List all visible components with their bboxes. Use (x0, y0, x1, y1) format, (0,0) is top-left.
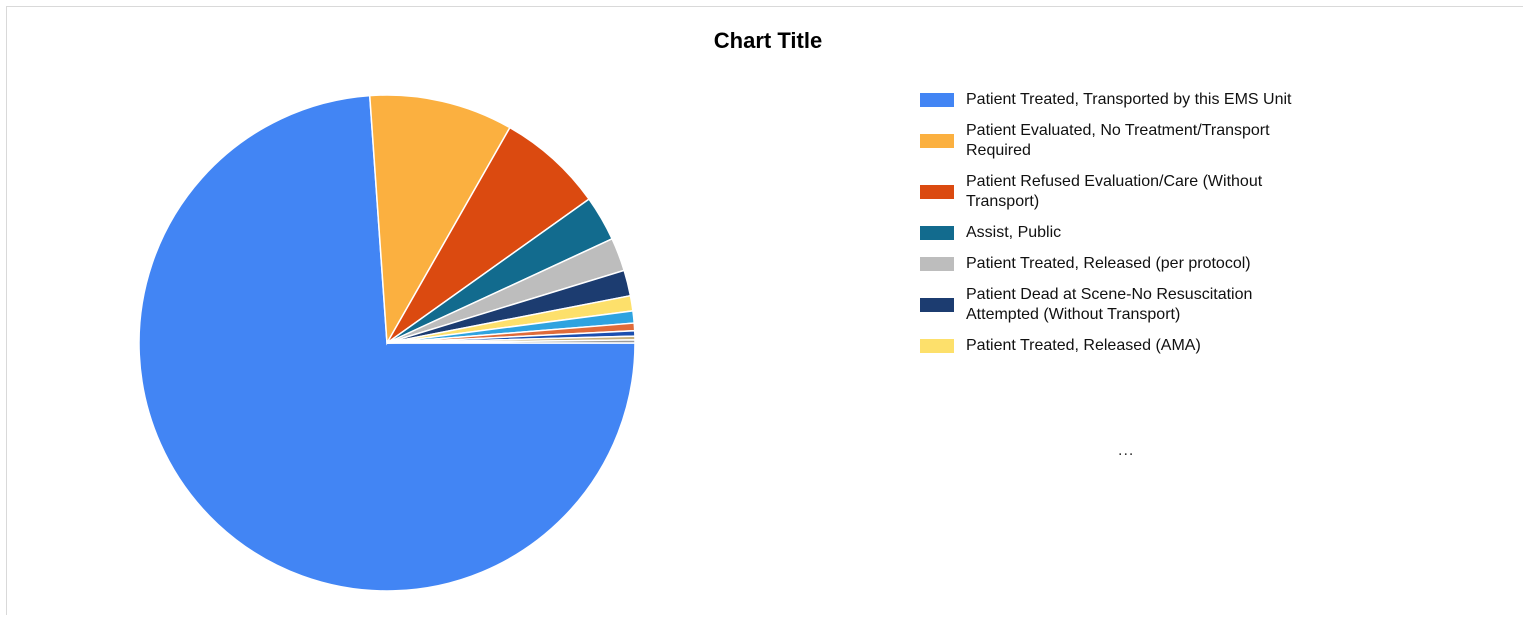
legend-item-4[interactable]: Patient Treated, Released (per protocol) (920, 254, 1315, 274)
legend-item-3[interactable]: Assist, Public (920, 223, 1315, 243)
chart-title: Chart Title (713, 28, 823, 53)
legend-label: Patient Treated, Released (per protocol) (966, 255, 1251, 272)
chart-legend: Patient Treated, Transported by this EMS… (920, 90, 1315, 367)
pie-slice-1[interactable] (368, 94, 511, 346)
legend-swatch (920, 185, 954, 199)
pie-slice-11[interactable] (386, 339, 636, 344)
legend-item-1[interactable]: Patient Evaluated, No Treatment/Transpor… (920, 121, 1315, 161)
legend-label: Patient Treated, Transported by this EMS… (966, 91, 1292, 108)
legend-swatch (920, 93, 954, 107)
legend-label: Patient Dead at Scene-No Resuscitation A… (966, 286, 1253, 323)
legend-swatch (920, 226, 954, 240)
legend-overflow-indicator[interactable]: ... (1118, 442, 1135, 459)
legend-item-6[interactable]: Patient Treated, Released (AMA) (920, 336, 1315, 356)
pie-slice-2[interactable] (386, 126, 591, 344)
legend-label: Patient Refused Evaluation/Care (Without… (966, 173, 1263, 210)
legend-swatch (920, 339, 954, 353)
legend-item-2[interactable]: Patient Refused Evaluation/Care (Without… (920, 172, 1315, 212)
legend-label: Assist, Public (966, 224, 1062, 241)
chart-frame (6, 6, 1523, 615)
legend-item-0[interactable]: Patient Treated, Transported by this EMS… (920, 90, 1315, 110)
legend-label: Patient Evaluated, No Treatment/Transpor… (966, 122, 1270, 159)
legend-label: Patient Treated, Released (AMA) (966, 337, 1201, 354)
legend-swatch (920, 298, 954, 312)
legend-swatch (920, 134, 954, 148)
legend-swatch (920, 257, 954, 271)
legend-item-5[interactable]: Patient Dead at Scene-No Resuscitation A… (920, 285, 1315, 325)
